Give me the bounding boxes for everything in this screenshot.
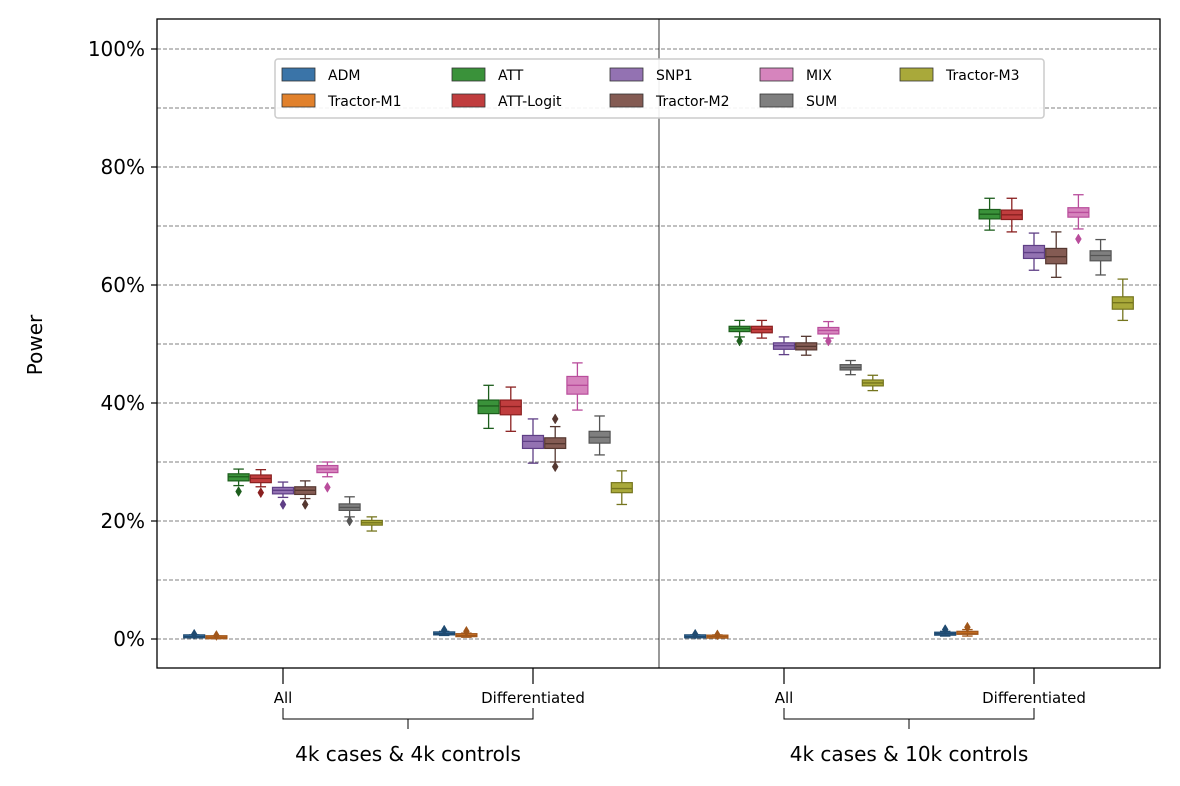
outlier-marker xyxy=(463,625,470,637)
gridlines xyxy=(157,48,1160,640)
outlier-marker xyxy=(190,628,198,640)
box-body xyxy=(477,399,500,415)
panel-bracket xyxy=(282,708,534,729)
panel-bracket xyxy=(783,708,1035,729)
box-att-3 xyxy=(978,197,1001,231)
legend-swatch xyxy=(281,93,316,108)
box-sum-2 xyxy=(839,359,862,376)
outlier-marker xyxy=(551,461,559,473)
box-tractor-m3-3 xyxy=(1111,278,1134,322)
outlier-marker xyxy=(551,413,559,425)
outlier-marker xyxy=(279,498,287,510)
plot-frame xyxy=(156,18,1161,669)
legend-swatch xyxy=(281,67,316,82)
outlier-marker xyxy=(346,515,353,527)
x-tick-label: Differentiated xyxy=(982,689,1086,707)
box-sum-3 xyxy=(1089,238,1112,276)
box-tractor-m3-0 xyxy=(360,516,383,532)
box-att-2 xyxy=(728,319,751,338)
y-tick-label: 40% xyxy=(101,391,145,415)
box-body xyxy=(499,399,522,416)
outlier-marker xyxy=(736,335,743,347)
outlier-marker xyxy=(825,335,832,347)
legend: ADM Tractor-M1 ATT ATT-Logit SNP1 Tractor-M2 M… xyxy=(274,58,1045,119)
legend-label: ATT xyxy=(498,68,524,84)
box-att-0 xyxy=(227,468,250,487)
box-att-logit-3 xyxy=(1000,197,1023,233)
legend-swatch xyxy=(759,67,794,82)
box-tractor-m3-2 xyxy=(861,374,884,392)
box-att-logit-0 xyxy=(249,469,272,488)
outlier-marker xyxy=(941,624,949,636)
panel-label: 4k cases & 10k controls xyxy=(790,742,1029,766)
x-tick-label: All xyxy=(274,689,293,707)
box-body xyxy=(610,482,633,494)
box-snp1-3 xyxy=(1022,232,1046,271)
y-tick-label: 100% xyxy=(88,37,145,61)
box-tractor-m3-1 xyxy=(610,470,633,506)
box-mix-3 xyxy=(1067,194,1090,230)
x-category-labels: All Differentiated 4k cases & 4k controls A… xyxy=(274,668,1086,766)
y-tick-label: 60% xyxy=(101,273,145,297)
legend-label: MIX xyxy=(806,68,832,84)
outlier-marker xyxy=(964,621,971,633)
legend-swatch xyxy=(899,67,934,82)
box-att-logit-1 xyxy=(499,386,522,432)
box-snp1-2 xyxy=(772,336,796,356)
legend-swatch xyxy=(759,93,794,108)
box-sum-0 xyxy=(338,496,361,518)
y-tick-label: 80% xyxy=(101,155,145,179)
box-tractor-m2-2 xyxy=(795,335,818,356)
outlier-marker xyxy=(1075,233,1082,245)
y-tick-label: 20% xyxy=(101,509,145,533)
y-tick-label: 0% xyxy=(113,627,145,651)
box-snp1-1 xyxy=(521,418,545,464)
box-tractor-m2-1 xyxy=(544,425,567,463)
box-att-1 xyxy=(477,384,500,430)
box-mix-0 xyxy=(316,461,339,478)
outlier-marker xyxy=(235,486,242,497)
legend-swatch xyxy=(609,93,644,108)
outlier-marker xyxy=(714,629,721,641)
outlier-marker xyxy=(301,498,309,510)
legend-label: ATT-Logit xyxy=(498,94,562,110)
box-tractor-m2-0 xyxy=(294,480,317,500)
outlier-marker xyxy=(257,487,265,499)
axes xyxy=(156,18,1161,669)
y-axis-label: Power xyxy=(23,314,47,375)
y-ticks: 0% 20% 40% 60% 80% 100% xyxy=(88,37,157,651)
x-tick-label: Differentiated xyxy=(481,689,585,707)
box-tractor-m2-3 xyxy=(1045,231,1068,278)
legend-swatch xyxy=(609,67,644,82)
legend-label: ADM xyxy=(328,68,360,84)
legend-label: SUM xyxy=(806,94,837,110)
box-sum-1 xyxy=(588,415,611,456)
outlier-marker xyxy=(324,481,331,493)
box-att-logit-2 xyxy=(750,319,773,339)
panel-label: 4k cases & 4k controls xyxy=(295,742,521,766)
outlier-marker xyxy=(213,629,220,641)
box-snp1-0 xyxy=(271,481,295,499)
x-tick-label: All xyxy=(775,689,794,707)
box-mix-1 xyxy=(566,362,589,411)
legend-label: SNP1 xyxy=(656,68,693,84)
outlier-marker xyxy=(440,624,448,636)
legend-label: Tractor-M1 xyxy=(327,94,401,110)
legend-label: Tractor-M2 xyxy=(655,94,729,110)
boxes xyxy=(183,194,1134,641)
legend-label: Tractor-M3 xyxy=(945,68,1019,84)
outlier-marker xyxy=(691,628,699,640)
legend-swatch xyxy=(451,67,486,82)
legend-swatch xyxy=(451,93,486,108)
